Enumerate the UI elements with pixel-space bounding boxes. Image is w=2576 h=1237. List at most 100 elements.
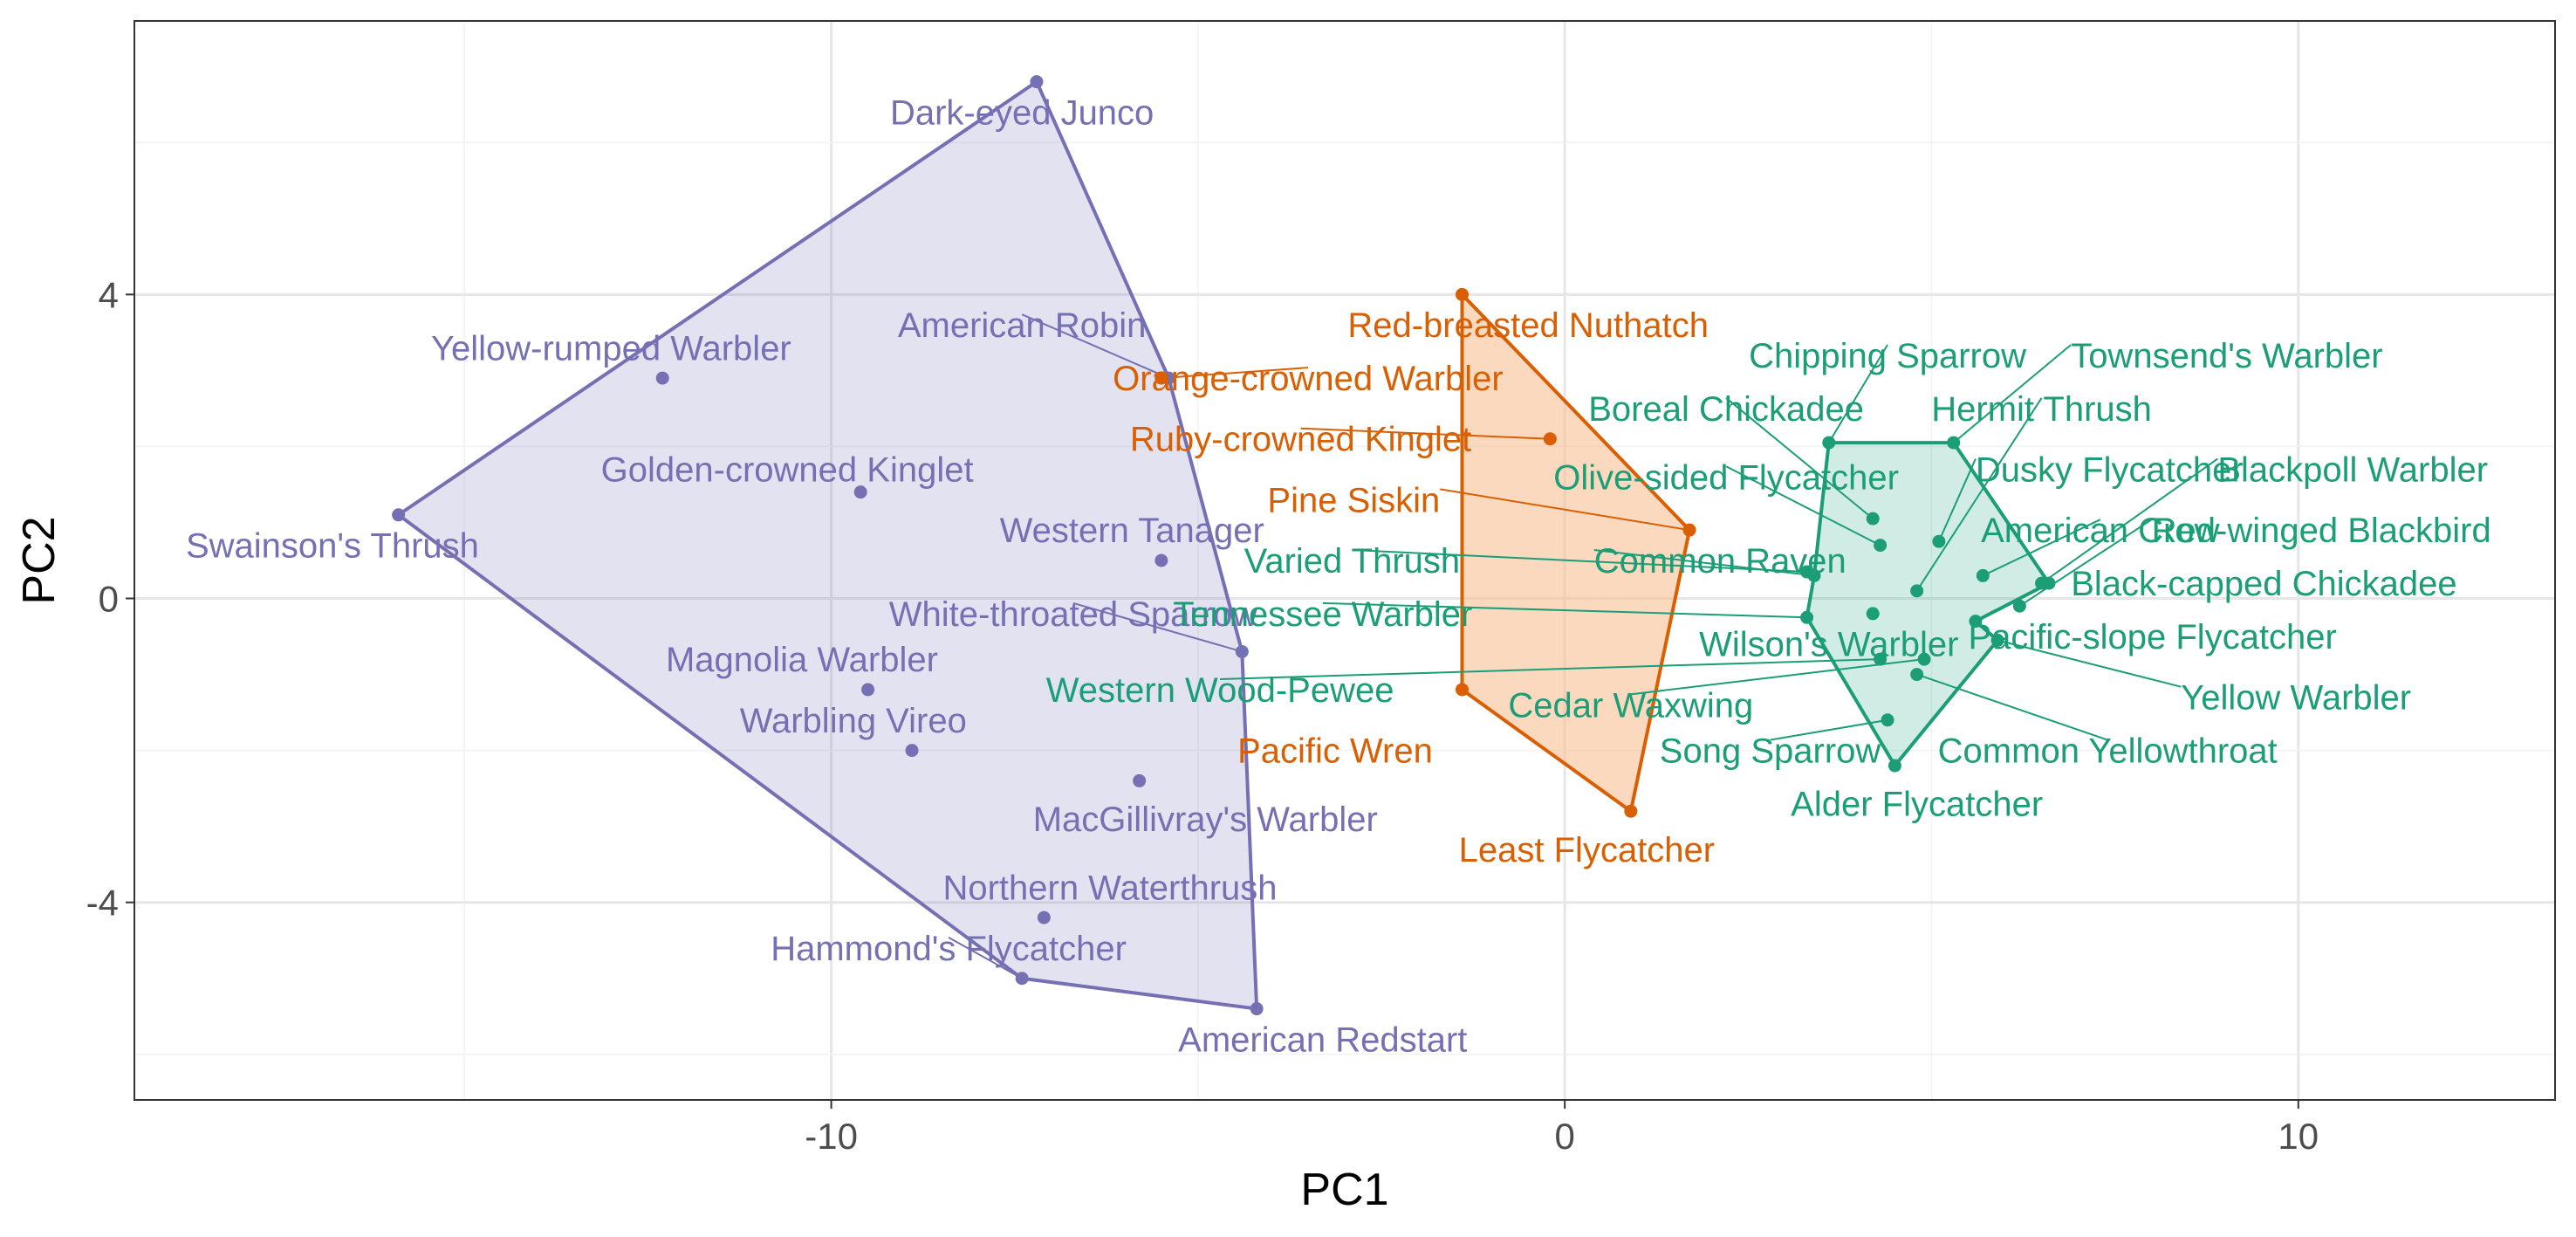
grid-lines [134, 21, 2555, 1100]
label-pine-siskin: Pine Siskin [1267, 481, 1440, 519]
point-american-crow [1976, 568, 1990, 582]
label-yellow-warbler: Yellow Warbler [2181, 679, 2411, 718]
label-western-wood-pewee: Western Wood-Pewee [1046, 671, 1394, 710]
x-tick-label: -10 [805, 1116, 858, 1157]
point-pine-siskin [1682, 523, 1696, 537]
point-townsend-s-warbler [1947, 436, 1961, 450]
label-american-crow: American Crow [1981, 512, 2220, 550]
point-chipping-sparrow [1822, 436, 1836, 450]
x-tick-label: 10 [2278, 1116, 2319, 1157]
point-warbling-vireo [905, 744, 919, 758]
leader-american-robin [1021, 313, 1169, 380]
leader-orange-crowned-warbler [1161, 367, 1309, 380]
label-hammond-s-flycatcher: Hammond's Flycatcher [771, 930, 1127, 968]
label-song-sparrow: Song Sparrow [1660, 732, 1881, 771]
leader-blackpoll-warbler [2040, 457, 2218, 584]
point-dusky-flycatcher [1932, 534, 1946, 548]
label-wilson-s-warbler: Wilson's Warbler [1699, 626, 1958, 664]
label-white-throated-sparrow: White-throated Sparrow [889, 595, 1258, 634]
label-dusky-flycatcher: Dusky Flycatcher [1976, 451, 2244, 490]
point-varied-thrush [1800, 565, 1814, 579]
leader-song-sparrow [1770, 718, 1888, 741]
y-tick-label: 4 [99, 274, 119, 315]
label-western-tanager: Western Tanager [1000, 512, 1264, 550]
point-northern-waterthrush [1037, 911, 1051, 924]
point-hermit-thrush [1910, 584, 1924, 598]
y-axis-title: PC2 [14, 516, 65, 604]
label-olive-sided-flycatcher: Olive-sided Flycatcher [1553, 458, 1899, 497]
label-ruby-crowned-kinglet: Ruby-crowned Kinglet [1130, 421, 1471, 459]
label-northern-waterthrush: Northern Waterthrush [942, 869, 1277, 907]
leader-common-yellowthroat [1916, 673, 2108, 741]
label-leader-lines [948, 313, 2218, 979]
leader-american-crow [1982, 519, 2101, 577]
leader-common-raven [1593, 549, 1815, 577]
label-boreal-chickadee: Boreal Chickadee [1588, 390, 1864, 429]
point-yellow-rumped-warbler [655, 371, 669, 385]
point-red-winged-blackbird [2012, 599, 2026, 613]
leader-white-throated-sparrow [1072, 601, 1243, 653]
y-tick-label: 0 [99, 579, 119, 620]
data-points [392, 75, 2056, 1016]
point-labels: Dark-eyed Junco Yellow-rumped Warbler Amer… [186, 93, 2491, 1059]
point-western-tanager [1154, 553, 1168, 567]
leader-tennessee-warbler [1322, 601, 1807, 619]
point-pacific-wren [1455, 683, 1469, 697]
point-least-flycatcher [1624, 804, 1638, 818]
leader-hermit-thrush [1915, 397, 2043, 592]
label-tennessee-warbler: Tennessee Warbler [1173, 595, 1472, 634]
point-pacific-slope-flycatcher [1969, 615, 1983, 629]
leader-cedar-waxwing [1630, 658, 1925, 696]
label-red-breasted-nuthatch: Red-breasted Nuthatch [1347, 306, 1709, 345]
label-golden-crowned-kinglet: Golden-crowned Kinglet [601, 451, 974, 490]
point-yellow-warbler [1990, 633, 2004, 647]
point-american-redstart [1250, 1002, 1264, 1016]
label-pacific-slope-flycatcher: Pacific-slope Flycatcher [1969, 618, 2337, 656]
label-least-flycatcher: Least Flycatcher [1459, 831, 1715, 869]
point-western-wood-pewee [1874, 652, 1887, 666]
x-axis-title: PC1 [1300, 1165, 1388, 1215]
label-orange-crowned-warbler: Orange-crowned Warbler [1113, 360, 1504, 398]
point-orange-crowned-warbler [1154, 371, 1168, 385]
label-alder-flycatcher: Alder Flycatcher [1791, 786, 2043, 824]
point-common-yellowthroat [1910, 668, 1924, 682]
leader-townsend-s-warbler [1953, 344, 2072, 443]
label-warbling-vireo: Warbling Vireo [740, 702, 967, 740]
label-dark-eyed-junco: Dark-eyed Junco [890, 93, 1154, 132]
plot-panel-border [134, 20, 2556, 1101]
leader-hammond-s-flycatcher [948, 937, 1023, 979]
label-common-yellowthroat: Common Yellowthroat [1938, 732, 2278, 771]
point-tennessee-warbler [1800, 610, 1814, 624]
point-swainson-s-thrush [392, 508, 406, 522]
label-townsend-s-warbler: Townsend's Warbler [2071, 337, 2382, 375]
leader-ruby-crowned-kinglet [1300, 427, 1551, 440]
leader-chipping-sparrow [1827, 344, 1888, 443]
label-yellow-rumped-warbler: Yellow-rumped Warbler [431, 329, 791, 368]
label-magnolia-warbler: Magnolia Warbler [666, 641, 938, 679]
x-tick-label: 0 [1555, 1116, 1575, 1157]
leader-varied-thrush [1352, 549, 1807, 574]
point-white-throated-sparrow [1235, 644, 1249, 658]
label-hermit-thrush: Hermit Thrush [1931, 390, 2152, 429]
label-macgillivray-s-warbler: MacGillivray's Warbler [1033, 801, 1378, 839]
label-american-redstart: American Redstart [1178, 1021, 1467, 1059]
point-boreal-chickadee [1866, 512, 1880, 526]
label-common-raven: Common Raven [1594, 542, 1846, 581]
point-olive-sided-flycatcher [1874, 539, 1887, 553]
leader-dusky-flycatcher [1937, 458, 1977, 542]
point-magnolia-warbler [861, 683, 875, 697]
point-black-capped-chickadee [2042, 576, 2056, 590]
point-red-breasted-nuthatch [1455, 287, 1469, 301]
point-song-sparrow [1881, 713, 1894, 727]
leader-red-winged-blackbird [2018, 519, 2153, 608]
leader-western-wood-pewee [1220, 658, 1881, 680]
point-ruby-crowned-kinglet [1543, 432, 1557, 446]
point-alder-flycatcher [1887, 759, 1901, 773]
label-black-capped-chickadee: Black-capped Chickadee [2071, 565, 2456, 603]
point-golden-crowned-kinglet [853, 485, 867, 499]
y-axis-ticks: -4 0 4 [86, 274, 134, 924]
label-red-winged-blackbird: Red-winged Blackbird [2152, 512, 2491, 550]
label-blackpoll-warbler: Blackpoll Warbler [2217, 451, 2488, 490]
leader-yellow-warbler [1997, 639, 2182, 688]
